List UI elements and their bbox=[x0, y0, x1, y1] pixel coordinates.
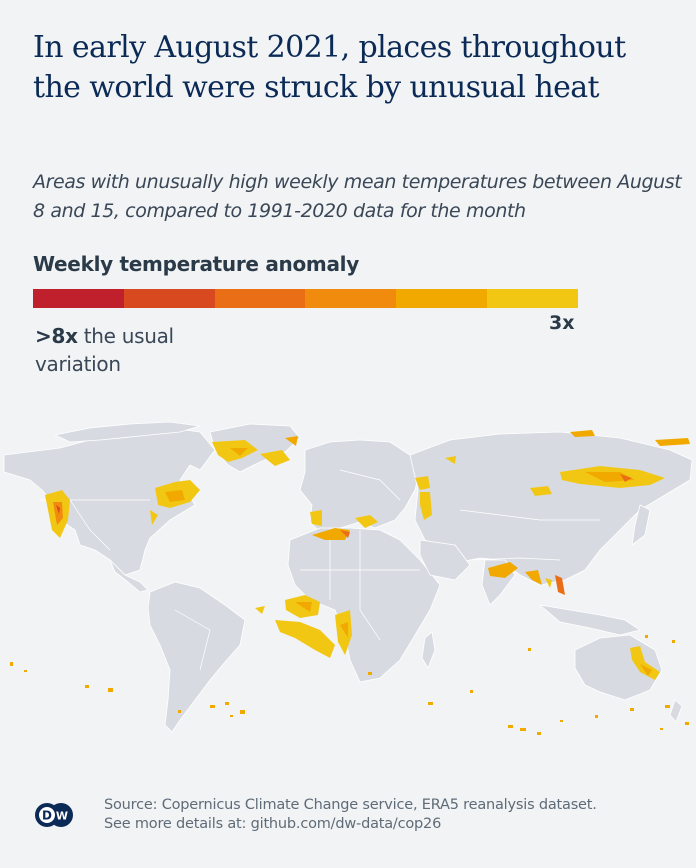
legend-swatch-4 bbox=[305, 289, 397, 308]
legend-max-label: >8x the usual variation bbox=[35, 322, 235, 378]
land-arctic-canada bbox=[54, 421, 201, 443]
legend-swatch-3 bbox=[214, 289, 306, 308]
land-europe bbox=[299, 439, 421, 533]
source-line-2: See more details at: github.com/dw-data/… bbox=[104, 816, 442, 832]
legend-color-scale bbox=[33, 289, 578, 308]
land-south-america bbox=[147, 581, 246, 733]
page-subtitle: Areas with unusually high weekly mean te… bbox=[33, 171, 682, 222]
land-japan bbox=[631, 504, 651, 546]
heat-anomaly-patches bbox=[10, 430, 690, 735]
source-note: Source: Copernicus Climate Change servic… bbox=[104, 796, 597, 834]
land-new-zealand bbox=[669, 699, 683, 723]
source-line-1: Source: Copernicus Climate Change servic… bbox=[104, 797, 597, 813]
dw-logo: D W bbox=[35, 803, 73, 827]
svg-text:W: W bbox=[56, 810, 68, 823]
svg-text:D: D bbox=[42, 809, 52, 823]
page-title: In early August 2021, places throughout … bbox=[33, 30, 626, 105]
world-heat-map bbox=[3, 421, 693, 735]
legend-swatch-5 bbox=[396, 289, 488, 308]
legend-swatch-6 bbox=[487, 289, 578, 308]
legend-max-text: the usual variation bbox=[35, 324, 174, 376]
land-arabia bbox=[419, 539, 471, 581]
legend-max-value: >8x bbox=[35, 324, 78, 348]
legend-swatch-2 bbox=[123, 289, 215, 308]
legend-swatch-1 bbox=[33, 289, 124, 308]
land-southeast-asia-islands bbox=[539, 604, 641, 636]
land-central-america bbox=[109, 559, 149, 593]
legend-min-label: 3x bbox=[549, 312, 575, 334]
legend-title: Weekly temperature anomaly bbox=[33, 252, 359, 276]
land-madagascar bbox=[421, 631, 436, 669]
